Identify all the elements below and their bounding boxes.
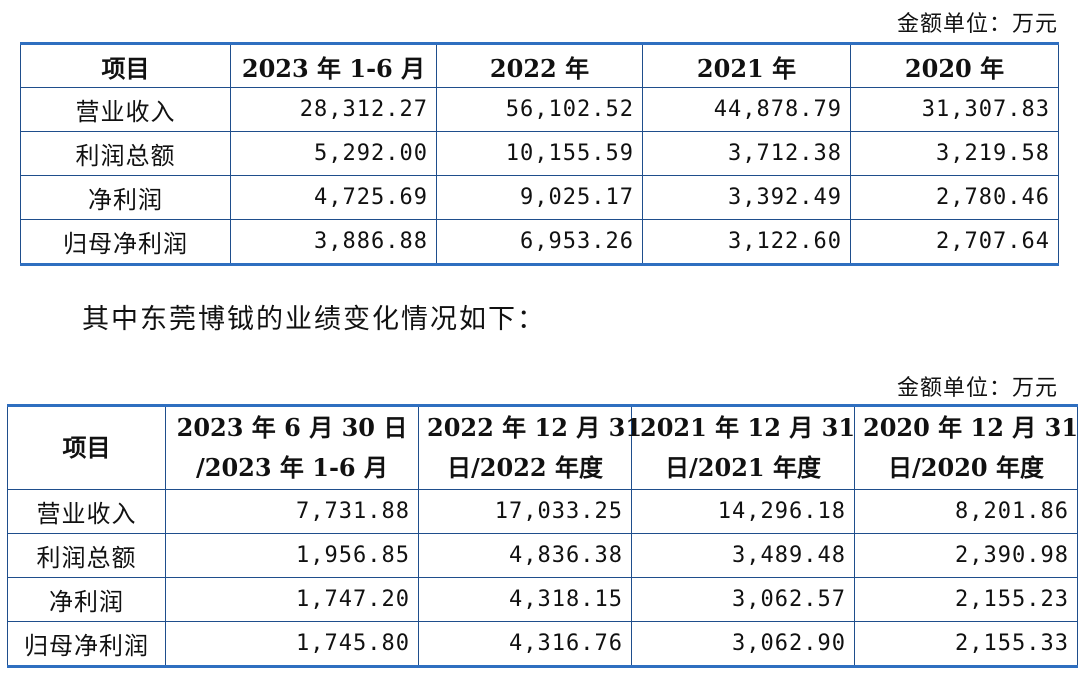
table-header-row: 项目 2023 年 6 月 30 日 /2023 年 1-6 月 2022 年 …: [7, 404, 1079, 490]
row-label: 归母净利润: [20, 219, 231, 266]
table-cell: 2,155.23: [854, 577, 1078, 622]
column-header-period: 2020 年: [850, 42, 1059, 88]
table-cell: 1,747.20: [165, 577, 419, 622]
table-cell: 4,836.38: [418, 533, 632, 578]
table-cell: 2,155.33: [854, 621, 1078, 668]
table-cell: 2,707.64: [850, 219, 1059, 266]
header-line: 日/2020 年度: [888, 453, 1044, 482]
table-cell: 3,489.48: [631, 533, 855, 578]
column-header-period: 2022 年: [436, 42, 643, 88]
table-cell: 4,318.15: [418, 577, 632, 622]
header-line: /2023 年 1-6 月: [196, 453, 388, 482]
column-header-period: 2020 年 12 月 31 日/2020 年度: [854, 404, 1079, 490]
table-row: 归母净利润 3,886.88 6,953.26 3,122.60 2,707.6…: [20, 219, 1059, 266]
table-cell: 17,033.25: [418, 489, 632, 534]
table-cell: 1,745.80: [165, 621, 419, 668]
header-line: 2021 年 12 月 31: [640, 413, 856, 442]
column-header-item: 项目: [20, 42, 231, 88]
table-cell: 3,712.38: [642, 131, 851, 176]
column-header-period: 2023 年 1-6 月: [230, 42, 437, 88]
table-cell: 3,219.58: [850, 131, 1059, 176]
table-cell: 10,155.59: [436, 131, 643, 176]
body-paragraph: 其中东莞博钺的业绩变化情况如下：: [82, 304, 546, 335]
table-cell: 3,122.60: [642, 219, 851, 266]
row-label: 利润总额: [20, 131, 231, 176]
table-cell: 1,956.85: [165, 533, 419, 578]
subsidiary-financial-table: 项目 2023 年 6 月 30 日 /2023 年 1-6 月 2022 年 …: [7, 404, 1078, 668]
table-cell: 31,307.83: [850, 87, 1059, 132]
row-label: 净利润: [7, 577, 166, 622]
table-cell: 6,953.26: [436, 219, 643, 266]
column-header-period: 2021 年: [642, 42, 851, 88]
table-cell: 3,886.88: [230, 219, 437, 266]
table-cell: 3,392.49: [642, 175, 851, 220]
column-header-item: 项目: [7, 404, 166, 490]
table-cell: 44,878.79: [642, 87, 851, 132]
row-label: 营业收入: [7, 489, 166, 534]
table-cell: 5,292.00: [230, 131, 437, 176]
table-row: 利润总额 1,956.85 4,836.38 3,489.48 2,390.98: [7, 533, 1078, 578]
table-cell: 3,062.57: [631, 577, 855, 622]
table-row: 净利润 1,747.20 4,318.15 3,062.57 2,155.23: [7, 577, 1078, 622]
table-cell: 56,102.52: [436, 87, 643, 132]
table-row: 营业收入 28,312.27 56,102.52 44,878.79 31,30…: [20, 87, 1059, 132]
table-header-row: 项目 2023 年 1-6 月 2022 年 2021 年 2020 年: [20, 42, 1059, 88]
table-cell: 9,025.17: [436, 175, 643, 220]
header-line: 2022 年 12 月 31: [427, 413, 643, 442]
table-cell: 4,725.69: [230, 175, 437, 220]
table-cell: 7,731.88: [165, 489, 419, 534]
row-label: 净利润: [20, 175, 231, 220]
table-row: 净利润 4,725.69 9,025.17 3,392.49 2,780.46: [20, 175, 1059, 220]
row-label: 营业收入: [20, 87, 231, 132]
column-header-period: 2022 年 12 月 31 日/2022 年度: [418, 404, 643, 490]
table-cell: 8,201.86: [854, 489, 1078, 534]
unit-label: 金额单位：万元: [896, 376, 1058, 401]
header-line: 2023 年 6 月 30 日: [176, 413, 408, 442]
row-label: 利润总额: [7, 533, 166, 578]
table-cell: 2,390.98: [854, 533, 1078, 578]
row-label: 归母净利润: [7, 621, 166, 668]
table-cell: 28,312.27: [230, 87, 437, 132]
table-row: 营业收入 7,731.88 17,033.25 14,296.18 8,201.…: [7, 489, 1078, 534]
table-row: 利润总额 5,292.00 10,155.59 3,712.38 3,219.5…: [20, 131, 1059, 176]
table-row: 归母净利润 1,745.80 4,316.76 3,062.90 2,155.3…: [7, 621, 1078, 668]
header-line: 2020 年 12 月 31: [863, 413, 1079, 442]
column-header-period: 2023 年 6 月 30 日 /2023 年 1-6 月: [165, 404, 419, 490]
table-cell: 4,316.76: [418, 621, 632, 668]
table-cell: 14,296.18: [631, 489, 855, 534]
table-cell: 3,062.90: [631, 621, 855, 668]
header-line: 日/2022 年度: [447, 453, 603, 482]
header-line: 日/2021 年度: [665, 453, 821, 482]
column-header-period: 2021 年 12 月 31 日/2021 年度: [631, 404, 856, 490]
financial-table-group: 项目 2023 年 1-6 月 2022 年 2021 年 2020 年 营业收…: [20, 42, 1059, 266]
unit-label: 金额单位：万元: [896, 12, 1058, 37]
table-cell: 2,780.46: [850, 175, 1059, 220]
